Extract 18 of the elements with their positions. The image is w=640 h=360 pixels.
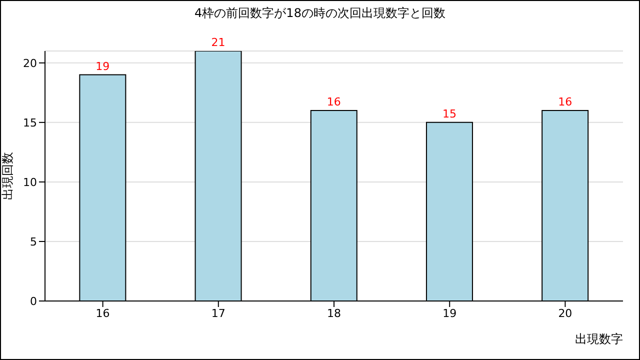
data-label: 15 — [442, 107, 456, 120]
y-tick-label: 20 — [23, 56, 37, 70]
data-label: 19 — [96, 60, 110, 73]
y-axis-title: 出現回数 — [0, 152, 14, 200]
chart-title: 4枠の前回数字が18の時の次回出現数字と回数 — [194, 5, 446, 22]
y-tick-label: 15 — [23, 116, 37, 130]
data-label: 21 — [211, 36, 226, 49]
x-tick-label: 16 — [96, 306, 110, 320]
data-label: 16 — [326, 96, 341, 109]
x-tick-label: 17 — [211, 306, 226, 320]
y-tick-label: 5 — [30, 235, 37, 248]
x-axis-title: 出現数字 — [575, 332, 623, 346]
y-tick-label: 10 — [23, 176, 37, 189]
x-tick-label: 18 — [327, 306, 341, 320]
x-tick-label: 20 — [558, 306, 572, 320]
x-tick-label: 19 — [442, 306, 457, 320]
data-label: 16 — [558, 96, 572, 109]
y-tick-label: 0 — [30, 294, 37, 308]
